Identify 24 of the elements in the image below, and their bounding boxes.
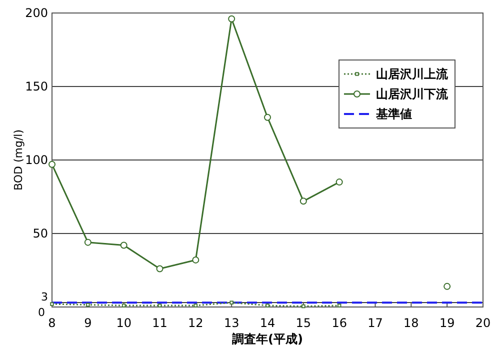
y-tick-label: 50 — [32, 226, 48, 240]
x-tick-label: 15 — [296, 316, 312, 330]
legend-label: 山居沢川下流 — [376, 87, 449, 101]
x-tick-label: 9 — [84, 316, 92, 330]
y-tick-label: 3 — [41, 290, 48, 304]
y-axis-title: BOD (mg/l) — [12, 129, 25, 191]
x-axis-title: 調査年(平成) — [231, 332, 303, 346]
y-tick-label: 200 — [25, 6, 48, 20]
x-tick-label: 12 — [188, 316, 204, 330]
x-tick-label: 17 — [368, 316, 383, 330]
y-tick-label: 100 — [25, 153, 48, 167]
legend-label: 山居沢川上流 — [376, 67, 449, 81]
x-tick-label: 14 — [260, 316, 276, 330]
x-tick-label: 8 — [48, 316, 56, 330]
x-tick-label: 19 — [439, 316, 455, 330]
y-tick-label: 150 — [25, 80, 48, 94]
y-tick-label: 0 — [38, 306, 45, 319]
x-tick-label: 18 — [404, 316, 419, 330]
x-tick-label: 13 — [224, 316, 240, 330]
x-tick-label: 16 — [332, 316, 347, 330]
x-tick-label: 11 — [152, 316, 168, 330]
x-tick-label: 10 — [116, 316, 132, 330]
x-tick-label: 20 — [475, 316, 491, 330]
legend-label: 基準値 — [375, 107, 412, 121]
